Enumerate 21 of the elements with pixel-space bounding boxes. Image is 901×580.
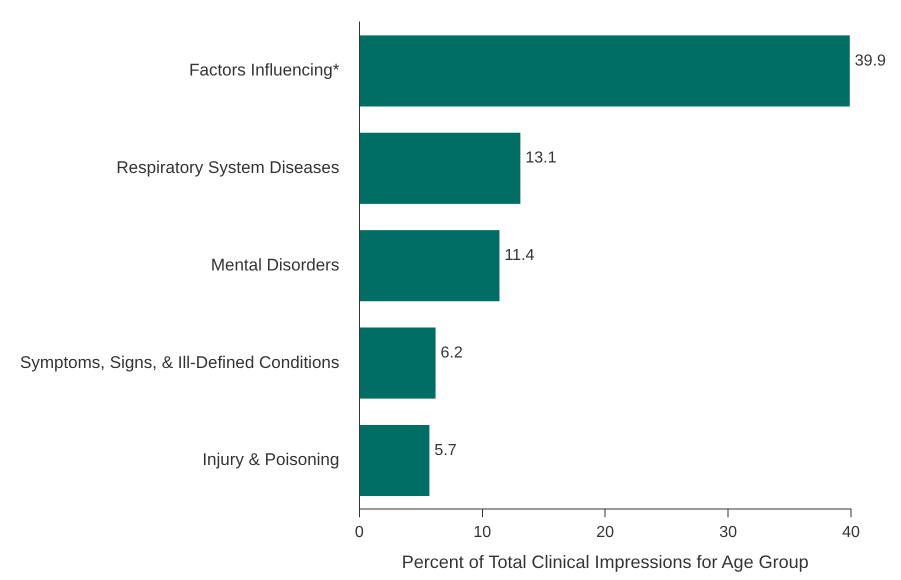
data-label: 13.1 [525, 150, 557, 167]
bar [360, 424, 430, 496]
x-tick-label: 10 [473, 524, 492, 542]
x-tick-label: 20 [596, 524, 614, 542]
data-label: 6.2 [440, 344, 463, 362]
bar [360, 35, 850, 106]
bar [360, 230, 500, 302]
x-tick-label: 40 [842, 524, 860, 542]
y-tick-label: Respiratory System Diseases [116, 158, 340, 177]
y-tick-label: Symptoms, Signs, & Ill-Defined Conditions [20, 352, 340, 372]
bar [360, 132, 520, 204]
y-tick-label: Injury & Poisoning [202, 450, 340, 470]
data-label: 39.9 [854, 52, 886, 70]
bar [360, 328, 436, 399]
x-tick-label: 0 [354, 524, 364, 542]
data-label: 11.4 [504, 247, 535, 264]
y-tick-label: Mental Disorders [210, 255, 340, 274]
x-tick-label: 30 [719, 524, 738, 542]
data-label: 5.7 [434, 442, 457, 459]
x-axis-title: Percent of Total Clinical Impressions for Age Group [402, 552, 809, 572]
y-tick-label: Factors Influencing* [189, 60, 340, 80]
